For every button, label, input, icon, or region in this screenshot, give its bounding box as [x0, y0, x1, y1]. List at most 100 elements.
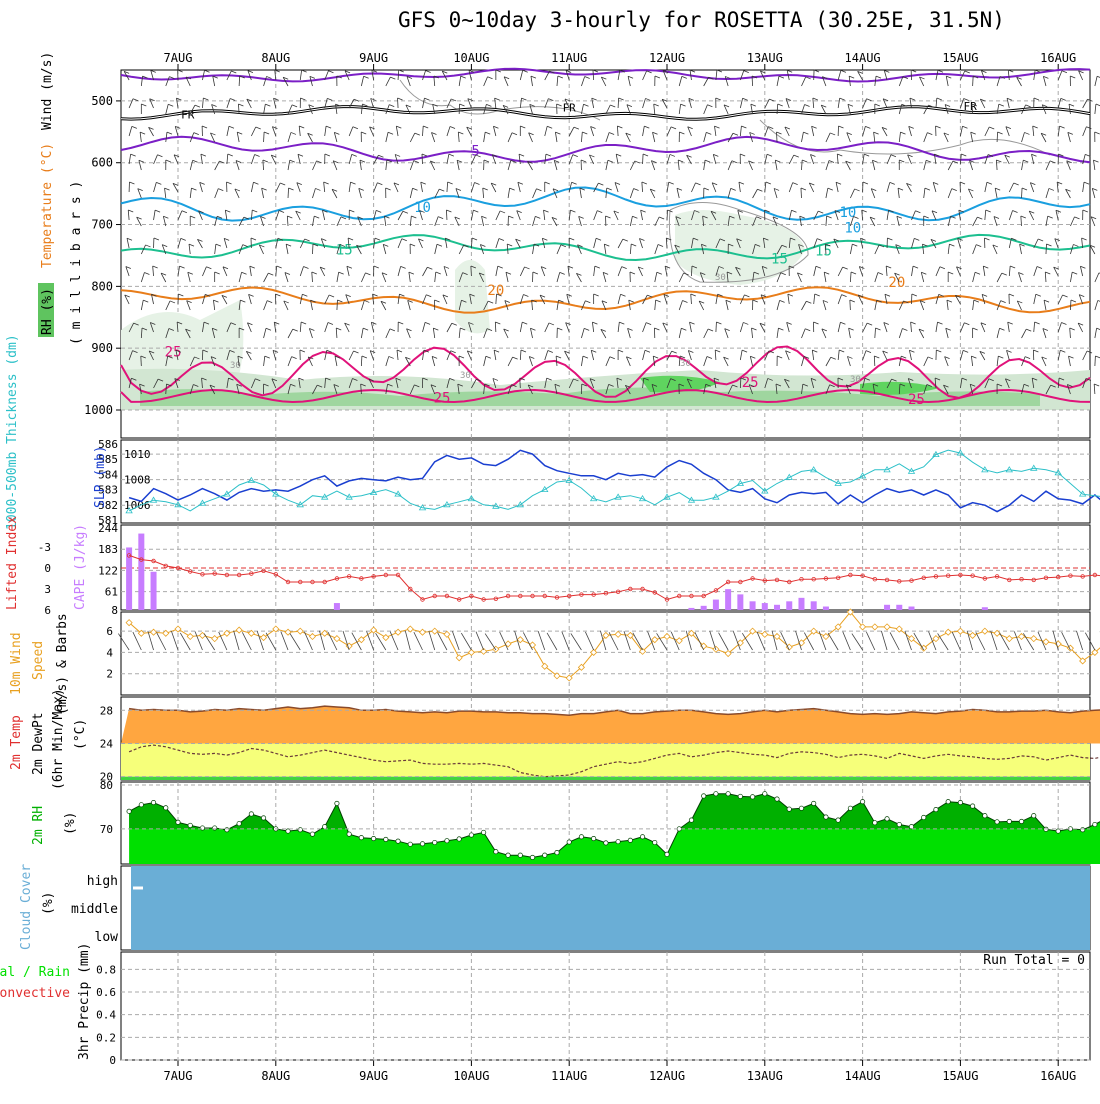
wind-barb-flag — [573, 155, 578, 157]
wind-barb — [545, 323, 549, 332]
wind-barb — [936, 322, 938, 332]
wind-barb-flag — [1044, 300, 1049, 302]
wind-barb — [444, 266, 447, 276]
wind-barb — [643, 71, 647, 80]
wind-barb-flag — [435, 300, 440, 302]
wind-barb — [983, 266, 985, 276]
cape-bar — [762, 603, 768, 610]
wind-barb-flag — [621, 294, 626, 296]
surface-wind-barb — [257, 631, 263, 650]
wind-barb — [643, 323, 647, 332]
wind-barb-flag — [403, 211, 408, 213]
wind-axis-label-1: 10m Wind — [9, 632, 24, 695]
wind-barb-flag — [533, 272, 538, 274]
wind-barb-flag — [609, 133, 614, 135]
wind-barb — [592, 322, 593, 332]
rh-marker — [750, 795, 754, 799]
wind-barb-flag — [926, 160, 931, 162]
wind-barb — [594, 183, 599, 192]
wind-barb-flag — [557, 104, 562, 106]
wind-barb — [1008, 322, 1010, 332]
cape-axis-label: CAPE (J/kg) — [73, 524, 88, 610]
wind-barb — [129, 99, 133, 108]
wind-barb — [581, 301, 585, 310]
wind-barb — [618, 322, 619, 332]
wind-barb — [788, 294, 789, 304]
wind-barb — [690, 322, 692, 332]
wind-barb-flag — [999, 328, 1004, 330]
rh-tick-label: 80 — [100, 779, 113, 792]
rh-marker — [946, 799, 950, 803]
wind-barb — [985, 155, 988, 164]
wind-barb — [202, 70, 204, 80]
wind-barb-flag — [631, 244, 636, 246]
precip-tick-label: 0.8 — [96, 963, 116, 976]
wind-barb-flag — [354, 351, 359, 353]
contour-label: 10 — [414, 200, 431, 216]
wind-barb-flag — [513, 357, 518, 359]
wind-barb-flag — [986, 210, 991, 212]
date-label-top: 8AUG — [261, 51, 290, 65]
wind-barb-flag — [682, 76, 687, 78]
wind-barb — [457, 160, 459, 170]
cape-tick-label: 183 — [98, 543, 118, 556]
rh-marker — [848, 806, 852, 810]
wind-barb-flag — [508, 216, 513, 218]
wind-barb — [726, 300, 728, 310]
wind-barb-flag — [292, 105, 297, 107]
wind-barb — [1034, 70, 1035, 80]
rh-high-area — [121, 785, 1090, 829]
rh-marker — [995, 820, 999, 824]
wind-barb — [325, 126, 326, 136]
wind-barb-flag — [827, 216, 832, 218]
wind-barb-flag — [989, 127, 994, 129]
wind-barb — [398, 70, 399, 80]
wind-barb-flag — [1009, 294, 1014, 296]
surface-wind-barb — [547, 633, 557, 650]
wind-barb — [359, 188, 362, 198]
surface-wind-barb — [938, 633, 949, 650]
wind-barb-flag — [739, 182, 744, 184]
wind-barb-flag — [274, 322, 279, 324]
wind-barb — [643, 154, 644, 164]
wind-barb — [825, 244, 826, 254]
wind-barb-flag — [521, 350, 526, 352]
wind-barb-flag — [925, 188, 930, 190]
surface-wind-barb — [461, 633, 471, 650]
cape-bar — [151, 572, 157, 610]
wind-barb — [264, 104, 266, 114]
rh-marker — [567, 840, 571, 844]
wind-barb-flag — [778, 328, 783, 330]
rh-marker — [726, 792, 730, 796]
wind-barb-flag — [474, 182, 479, 184]
wind-barb — [750, 356, 752, 366]
wind-barb — [154, 210, 156, 220]
cape-bar — [725, 589, 731, 610]
wind-barb — [850, 272, 851, 282]
wind-barb — [446, 210, 447, 220]
wind-barb — [618, 239, 623, 248]
wind-barb-flag — [240, 300, 245, 302]
wind-barb-flag — [805, 104, 810, 106]
wind-barb-flag — [849, 328, 854, 330]
wind-barb — [814, 211, 819, 220]
wind-barb — [653, 132, 655, 142]
dewpoint-band — [121, 743, 1090, 776]
wind-barb — [139, 160, 141, 170]
rh-contour-label: 30 — [460, 371, 471, 381]
wind-barb — [334, 132, 337, 142]
wind-barb-flag — [622, 267, 627, 269]
rh-marker — [543, 853, 547, 857]
wind-barb-flag — [264, 132, 269, 134]
wind-barb-flag — [558, 76, 563, 78]
wind-barb — [704, 160, 705, 170]
rh-shade — [455, 260, 490, 333]
wind-barb — [630, 244, 631, 254]
wind-barb-flag — [1021, 216, 1026, 218]
wind-barb-flag — [743, 322, 748, 324]
wind-barb — [1022, 329, 1027, 338]
wind-barb — [398, 239, 402, 248]
isotherm-line — [121, 235, 1090, 260]
wind-barb-flag — [410, 244, 415, 246]
